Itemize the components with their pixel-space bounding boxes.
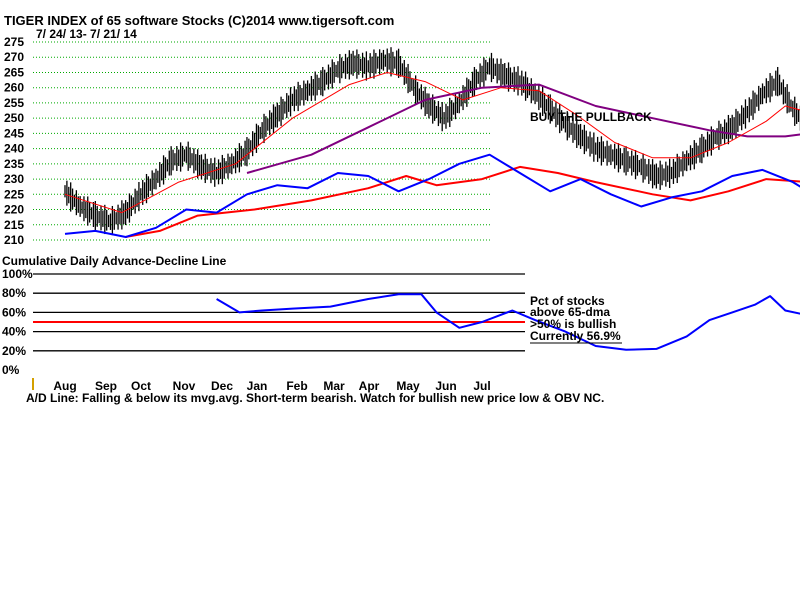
month-label: Jun	[435, 379, 456, 393]
top-y-tick-label: 275	[4, 35, 24, 49]
top-y-tick-label: 245	[4, 126, 24, 140]
footer-commentary: A/D Line: Falling & below its mvg.avg. S…	[26, 391, 604, 405]
top-chart-lines	[64, 72, 800, 238]
bottom-y-tick-label: 0%	[2, 363, 20, 377]
price-ma-red-line	[64, 72, 800, 214]
legend-line: Pct of stocks	[530, 294, 605, 308]
bottom-chart-title: Cumulative Daily Advance-Decline Line	[2, 254, 227, 268]
bottom-y-tick-label: 60%	[2, 305, 26, 319]
top-y-tick-label: 220	[4, 203, 24, 217]
top-y-tick-label: 265	[4, 65, 24, 79]
top-y-tick-label: 255	[4, 96, 24, 110]
month-label: Aug	[53, 379, 76, 393]
pct-above-65dma-line	[216, 293, 800, 351]
month-label: Feb	[286, 379, 307, 393]
top-chart-price-bars	[64, 47, 800, 236]
month-axis-labels: Aug Sep Oct Nov Dec Jan Feb Mar Apr May Jun Jul	[53, 379, 490, 393]
month-label: Jul	[473, 379, 490, 393]
bottom-y-tick-label: 20%	[2, 344, 26, 358]
legend-line: above 65-dma	[530, 305, 610, 319]
top-y-tick-label: 215	[4, 218, 24, 232]
top-y-tick-label: 240	[4, 142, 24, 156]
bottom-y-tick-label: 80%	[2, 286, 26, 300]
top-y-tick-label: 230	[4, 172, 24, 186]
top-y-tick-label: 225	[4, 187, 24, 201]
month-label: Jan	[247, 379, 268, 393]
chart-subtitle: 7/ 24/ 13- 7/ 21/ 14	[36, 27, 137, 41]
bottom-y-tick-label: 100%	[2, 267, 33, 281]
top-chart-grid	[33, 41, 492, 241]
month-label: Nov	[173, 379, 196, 393]
top-y-tick-label: 250	[4, 111, 24, 125]
bottom-chart-y-ticks: 100% 80% 60% 40% 20% 0%	[2, 267, 33, 377]
ad-line-blue	[64, 153, 800, 238]
ad-ma-red-line	[125, 165, 800, 238]
bottom-chart-lines	[216, 293, 800, 351]
legend-line: >50% is bullish	[530, 317, 616, 331]
month-label: May	[396, 379, 420, 393]
bottom-chart-grid	[33, 273, 525, 352]
chart-annotation: BUY THE PULLBACK	[530, 110, 652, 124]
legend-line: Currently 56.9%	[530, 329, 621, 343]
chart-title: TIGER INDEX of 65 software Stocks (C)201…	[4, 13, 394, 28]
top-y-tick-label: 235	[4, 157, 24, 171]
month-label: Oct	[131, 379, 151, 393]
month-label: Apr	[359, 379, 380, 393]
month-label: Mar	[323, 379, 345, 393]
price-ma-purple-line	[246, 83, 800, 174]
top-y-tick-label: 210	[4, 233, 24, 247]
top-y-tick-label: 260	[4, 81, 24, 95]
month-label: Sep	[95, 379, 117, 393]
month-label: Dec	[211, 379, 233, 393]
top-y-tick-label: 270	[4, 50, 24, 64]
bottom-y-tick-label: 40%	[2, 325, 26, 339]
